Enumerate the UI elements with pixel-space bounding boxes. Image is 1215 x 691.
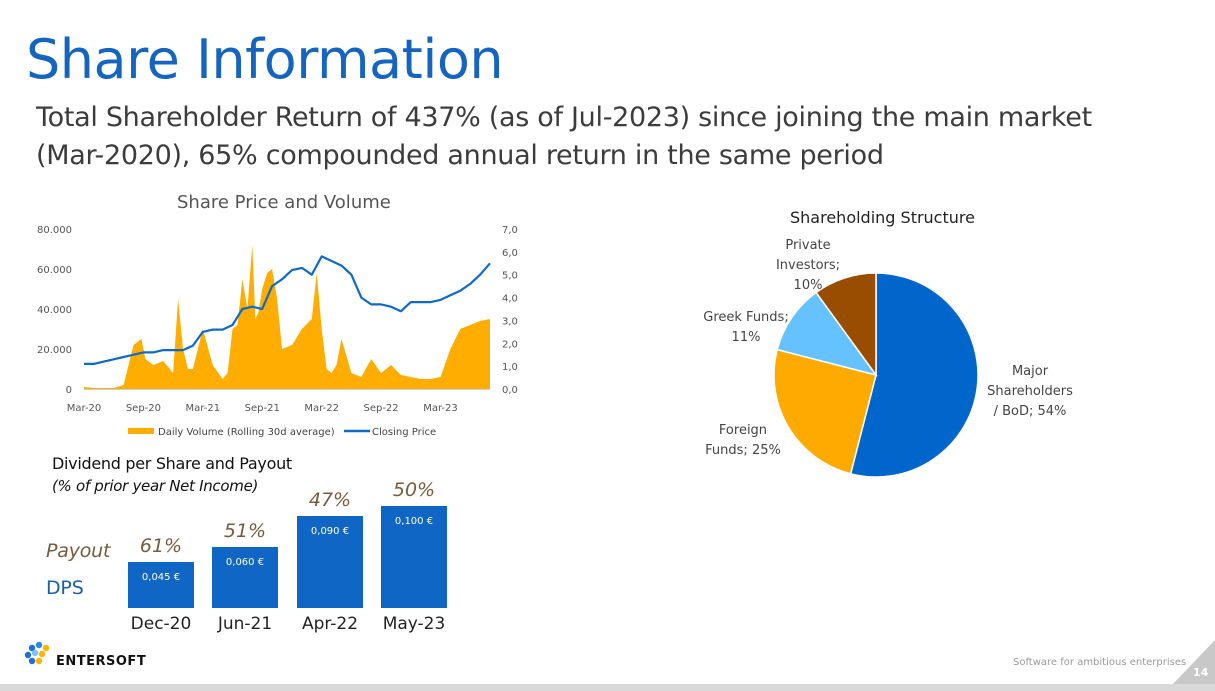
dps-value-label: 0,090 € xyxy=(310,526,350,537)
y-right-tick-label: 5,0 xyxy=(502,271,518,282)
x-tick-label: Sep-21 xyxy=(245,403,280,414)
legend-volume-label: Daily Volume (Rolling 30d average) xyxy=(158,427,335,438)
pie-label-major-line3: / BoD; 54% xyxy=(993,404,1067,419)
logo-text: ENTERSOFT xyxy=(56,654,147,669)
legend-price-label: Closing Price xyxy=(372,427,436,438)
dps-value-label: 0,100 € xyxy=(394,516,434,527)
payout-value-label: 50% xyxy=(392,479,436,501)
dividend-subtitle: (% of prior year Net Income) xyxy=(52,477,259,495)
pie-label-foreign-line1: Foreign xyxy=(718,423,768,438)
pie-slice-greek xyxy=(776,291,878,377)
dps-bar: 0,045 € xyxy=(128,562,194,608)
y-right-tick-label: 7,0 xyxy=(502,225,518,236)
y-left-tick-label: 0 xyxy=(66,385,72,396)
bottom-band xyxy=(0,684,1215,691)
pie-label-greek-line1: Greek Funds; xyxy=(703,310,789,325)
dps-value-label: 0,060 € xyxy=(225,557,265,568)
x-tick-label: Mar-23 xyxy=(423,403,458,414)
payout-value-label: 47% xyxy=(308,489,352,511)
pie-slice-foreign xyxy=(773,348,877,475)
pie-chart-title: Shareholding Structure xyxy=(790,208,975,227)
category-label: Apr-22 xyxy=(301,614,359,634)
pie-slice-private xyxy=(815,272,877,378)
shareholding-pie-chart xyxy=(773,272,979,478)
price-volume-chart: 0 20.000 40.000 60.000 80.000 0,0 1,0 2,0 3,0 4,0… xyxy=(37,225,518,438)
payout-row-label: Payout xyxy=(46,540,111,562)
pie-label-private-line2: Investors; 10% xyxy=(775,258,841,293)
category-label: Jun-21 xyxy=(217,614,273,634)
pie-slice-major xyxy=(849,272,979,478)
price-chart-title: Share Price and Volume xyxy=(177,192,391,213)
page-number: 14 xyxy=(1193,666,1209,679)
y-right-tick-label: 4,0 xyxy=(502,294,518,305)
slide-subtitle: Total Shareholder Return of 437% (as of … xyxy=(36,102,1092,171)
closing-price-line xyxy=(84,255,491,365)
y-right-tick-label: 0,0 xyxy=(502,385,518,396)
pie-label-foreign-line2: Funds; 25% xyxy=(705,443,781,458)
dps-row-label: DPS xyxy=(46,577,84,599)
x-tick-label: Mar-20 xyxy=(67,403,102,414)
x-tick-label: Sep-20 xyxy=(126,403,161,414)
dps-bar: 0,100 € xyxy=(381,506,447,608)
pie-label-major-line2: Shareholders xyxy=(987,384,1073,399)
page-corner-shape xyxy=(1172,640,1215,685)
entersoft-logo: ENTERSOFT xyxy=(24,640,164,670)
pie-label-foreign: Foreign Funds; 25% xyxy=(700,421,786,461)
pie-label-private: Private Investors; 10% xyxy=(760,236,856,296)
y-right-tick-label: 3,0 xyxy=(502,316,518,327)
y-right-tick-label: 2,0 xyxy=(502,339,518,350)
volume-area xyxy=(84,245,490,389)
logo-dots-icon xyxy=(24,641,50,665)
pie-label-major: Major Shareholders / BoD; 54% xyxy=(983,362,1077,422)
x-tick-label: Mar-22 xyxy=(304,403,339,414)
footer-tagline: Software for ambitious enterprises xyxy=(1013,657,1187,668)
y-left-tick-label: 40.000 xyxy=(37,305,72,316)
y-left-tick-label: 60.000 xyxy=(37,265,72,276)
dps-bar: 0,060 € xyxy=(212,547,278,608)
dps-value-label: 0,045 € xyxy=(141,572,181,583)
slide-title: Share Information xyxy=(26,28,504,91)
pie-label-private-line1: Private xyxy=(785,238,831,253)
dps-bar: 0,090 € xyxy=(297,516,363,608)
y-left-tick-label: 80.000 xyxy=(37,225,72,236)
category-label: Dec-20 xyxy=(130,614,192,634)
legend-volume-swatch xyxy=(128,428,154,434)
dividend-title: Dividend per Share and Payout xyxy=(52,454,292,473)
y-left-tick-label: 20.000 xyxy=(37,345,72,356)
y-right-tick-label: 6,0 xyxy=(502,248,518,259)
payout-value-label: 51% xyxy=(223,520,267,542)
x-tick-label: Sep-22 xyxy=(363,403,398,414)
y-right-tick-label: 1,0 xyxy=(502,362,518,373)
payout-value-label: 61% xyxy=(139,535,183,557)
x-tick-label: Mar-21 xyxy=(186,403,221,414)
pie-label-major-line1: Major xyxy=(1011,364,1049,379)
pie-label-greek: Greek Funds; 11% xyxy=(698,308,794,348)
category-label: May-23 xyxy=(382,614,446,634)
pie-label-greek-line2: 11% xyxy=(731,330,761,345)
